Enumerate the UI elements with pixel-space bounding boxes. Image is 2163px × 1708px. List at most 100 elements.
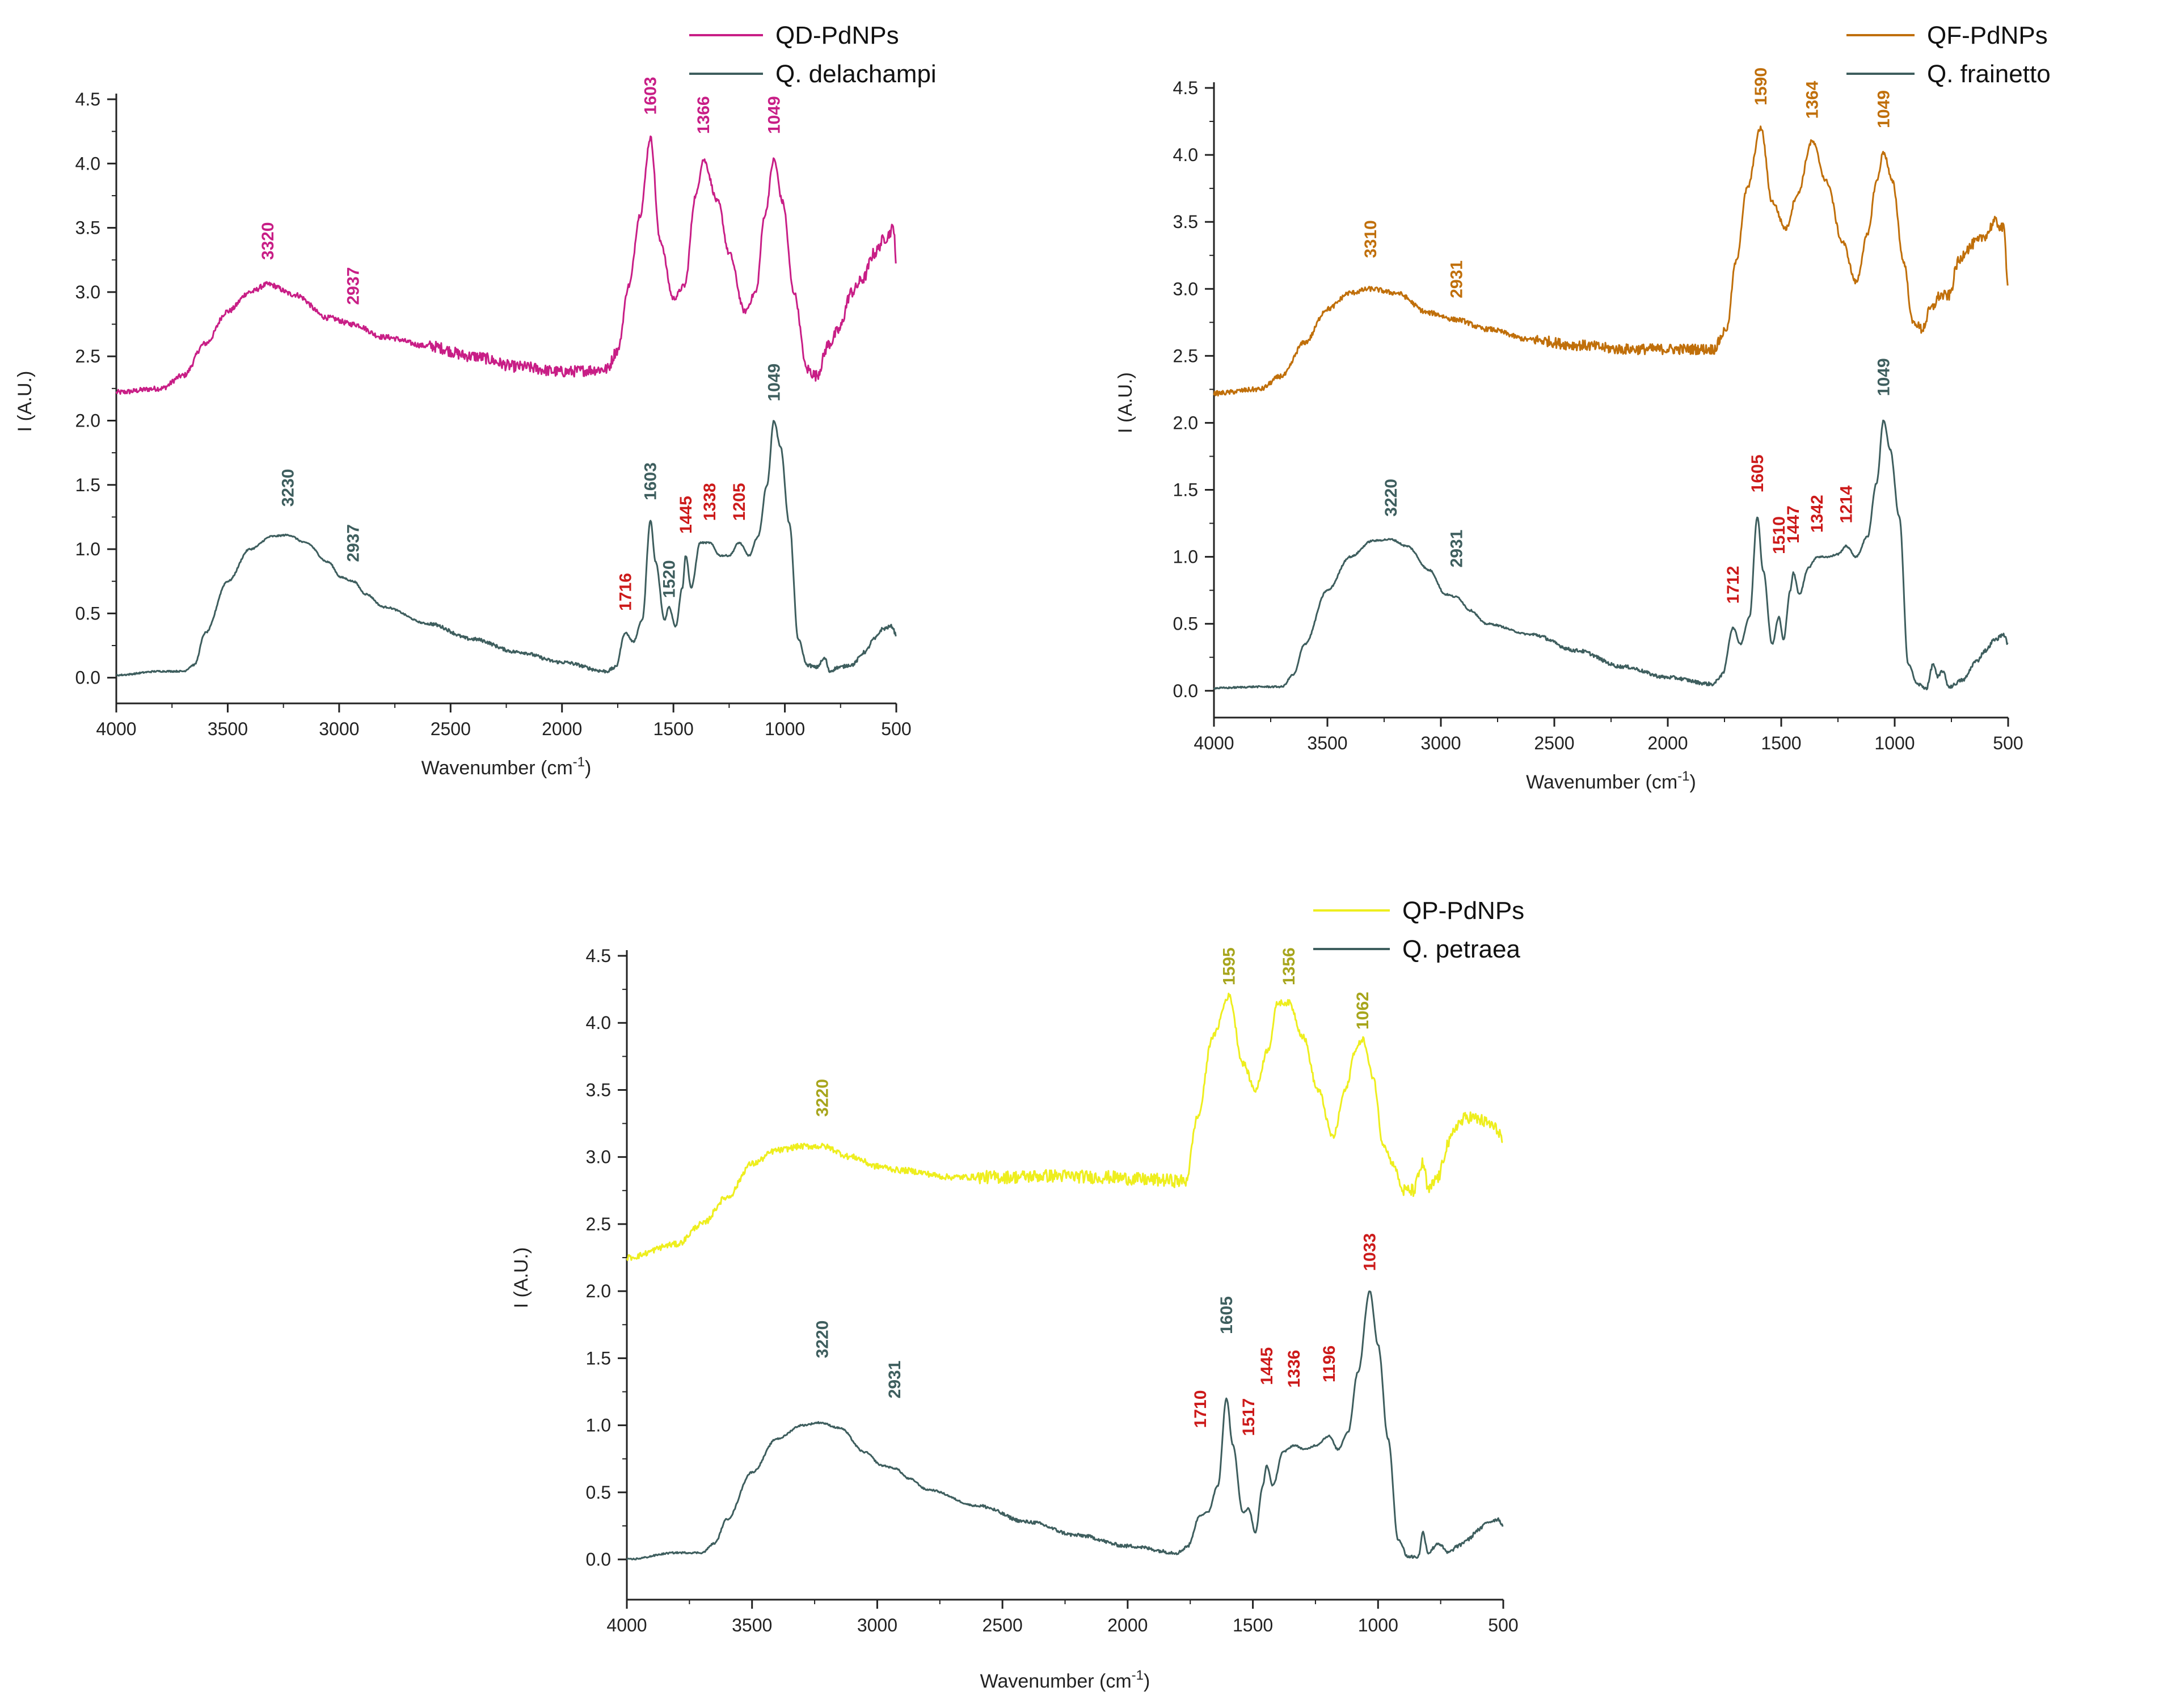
y-tick-label: 3.5 <box>1173 212 1198 232</box>
x-tick-label: 3500 <box>208 719 248 739</box>
y-tick-label: 3.0 <box>586 1147 611 1167</box>
x-axis-title: Wavenumber (cm-1) <box>980 1668 1150 1692</box>
y-tick-label: 0.5 <box>75 603 100 623</box>
x-axis-title-text: Wavenumber (cm <box>1526 771 1677 793</box>
chart-panel-2: 0.0 0.5 1.0 1.5 2.0 2.5 3.0 3.5 4.0 4.5 4000 3500 30… <box>1115 22 2051 793</box>
peak-label: 1342 <box>1808 495 1827 533</box>
peak-label: 1366 <box>694 96 713 134</box>
peak-label: 1590 <box>1752 68 1770 106</box>
y-axis-title: I (A.U.) <box>511 1247 532 1309</box>
y-tick-label: 2.0 <box>1173 412 1198 433</box>
peak-label: 1712 <box>1724 566 1743 604</box>
series-line-2 <box>1213 419 2009 690</box>
x-tick-label: 3000 <box>857 1615 897 1635</box>
y-tick-label: 3.0 <box>1173 279 1198 299</box>
peak-label: 1033 <box>1361 1233 1380 1271</box>
x-tick-label: 1000 <box>1874 733 1915 753</box>
legend-label: QF-PdNPs <box>1927 22 2048 49</box>
x-tick-label: 4000 <box>96 719 136 739</box>
peak-label: 3220 <box>1382 479 1401 517</box>
x-axis-title-close: ) <box>1690 771 1696 793</box>
peak-label: 1520 <box>660 560 678 598</box>
y-tick-label: 0.0 <box>586 1549 611 1570</box>
peak-label: 1603 <box>642 462 660 500</box>
x-axis-title-superscript: -1 <box>573 754 585 770</box>
peak-label: 1356 <box>1280 947 1298 985</box>
y-tick-label: 2.5 <box>75 346 100 366</box>
peak-label: 1447 <box>1784 505 1803 543</box>
peak-label: 1049 <box>765 96 783 134</box>
peak-label: 1510 <box>1770 516 1789 554</box>
peak-label: 1214 <box>1837 485 1856 523</box>
y-tick-label: 1.0 <box>586 1415 611 1436</box>
x-tick-label: 2000 <box>1647 733 1688 753</box>
legend-label: Q. petraea <box>1402 935 1520 963</box>
x-axis-title: Wavenumber (cm-1) <box>421 754 592 779</box>
peak-label: 1196 <box>1320 1346 1339 1382</box>
x-tick-label: 2000 <box>1107 1615 1148 1635</box>
peak-label: 1603 <box>642 77 660 115</box>
peak-label: 1062 <box>1354 992 1372 1030</box>
x-axis-title-text: Wavenumber (cm <box>980 1671 1132 1692</box>
y-tick-label: 0.5 <box>586 1482 611 1503</box>
series-line-1 <box>115 135 897 395</box>
x-axis-title-superscript: -1 <box>1132 1668 1144 1683</box>
peak-label: 1605 <box>1217 1296 1236 1334</box>
x-tick-label: 2000 <box>542 719 582 739</box>
y-tick-label: 4.5 <box>75 89 100 109</box>
y-tick-label: 1.5 <box>586 1348 611 1368</box>
x-tick-label: 1000 <box>1358 1615 1398 1635</box>
peak-label: 2931 <box>1448 260 1466 298</box>
y-tick-label: 1.5 <box>1173 480 1198 500</box>
x-tick-label: 2500 <box>983 1615 1023 1635</box>
y-tick-label: 1.0 <box>75 539 100 559</box>
y-tick-label: 0.0 <box>75 668 100 688</box>
y-tick-label: 0.0 <box>1173 681 1198 701</box>
legend-label: Q. frainetto <box>1927 60 2051 88</box>
y-tick-label: 3.5 <box>586 1079 611 1100</box>
legend-label: Q. delachampi <box>775 60 937 88</box>
x-tick-label: 500 <box>1488 1615 1518 1635</box>
y-tick-label: 2.0 <box>586 1281 611 1301</box>
peak-label: 1710 <box>1191 1390 1210 1428</box>
peak-label: 1716 <box>616 573 635 611</box>
peak-label: 1445 <box>677 496 695 534</box>
y-tick-label: 4.0 <box>75 153 100 174</box>
x-axis-title-superscript: -1 <box>1677 769 1689 784</box>
y-tick-label: 0.5 <box>1173 614 1198 634</box>
x-axis-title: Wavenumber (cm-1) <box>1526 769 1696 793</box>
series-line-1 <box>626 992 1503 1261</box>
y-tick-label: 1.5 <box>75 475 100 495</box>
x-tick-label: 3000 <box>319 719 359 739</box>
y-tick-label: 2.5 <box>1173 345 1198 366</box>
legend-label: QD-PdNPs <box>775 22 899 49</box>
chart-panel-3: 0.0 0.5 1.0 1.5 2.0 2.5 3.0 3.5 4.0 4.5 4000 3500 30… <box>511 897 1524 1692</box>
y-tick-label: 3.5 <box>75 218 100 238</box>
series-line-1 <box>1213 125 2009 397</box>
peak-label: 2931 <box>1448 530 1466 568</box>
peak-label: 1605 <box>1748 454 1767 492</box>
x-axis-title-close: ) <box>1144 1671 1150 1692</box>
x-tick-label: 2500 <box>431 719 471 739</box>
peak-label: 1445 <box>1258 1347 1276 1385</box>
peak-label: 1364 <box>1803 81 1822 119</box>
y-tick-label: 2.0 <box>75 410 100 431</box>
peak-label: 1336 <box>1285 1350 1304 1388</box>
y-tick-label: 3.0 <box>75 282 100 302</box>
chart-panel-1: 0.0 0.5 1.0 1.5 2.0 2.5 3.0 3.5 4.0 4.5 4000 3500 30… <box>14 22 937 779</box>
peak-label: 3320 <box>259 222 277 260</box>
y-axis-title: I (A.U.) <box>14 371 36 432</box>
x-tick-label: 4000 <box>606 1615 647 1635</box>
legend-label: QP-PdNPs <box>1402 897 1524 925</box>
peak-label: 1517 <box>1239 1398 1258 1436</box>
peak-label: 3230 <box>279 469 298 507</box>
x-tick-label: 3000 <box>1420 733 1461 753</box>
peak-label: 1049 <box>1874 358 1893 396</box>
peak-label: 2937 <box>344 267 363 305</box>
x-tick-label: 1000 <box>765 719 805 739</box>
y-tick-label: 1.0 <box>1173 547 1198 567</box>
x-tick-label: 3500 <box>1307 733 1347 753</box>
y-axis-title: I (A.U.) <box>1115 372 1136 433</box>
y-tick-label: 4.5 <box>586 946 611 966</box>
